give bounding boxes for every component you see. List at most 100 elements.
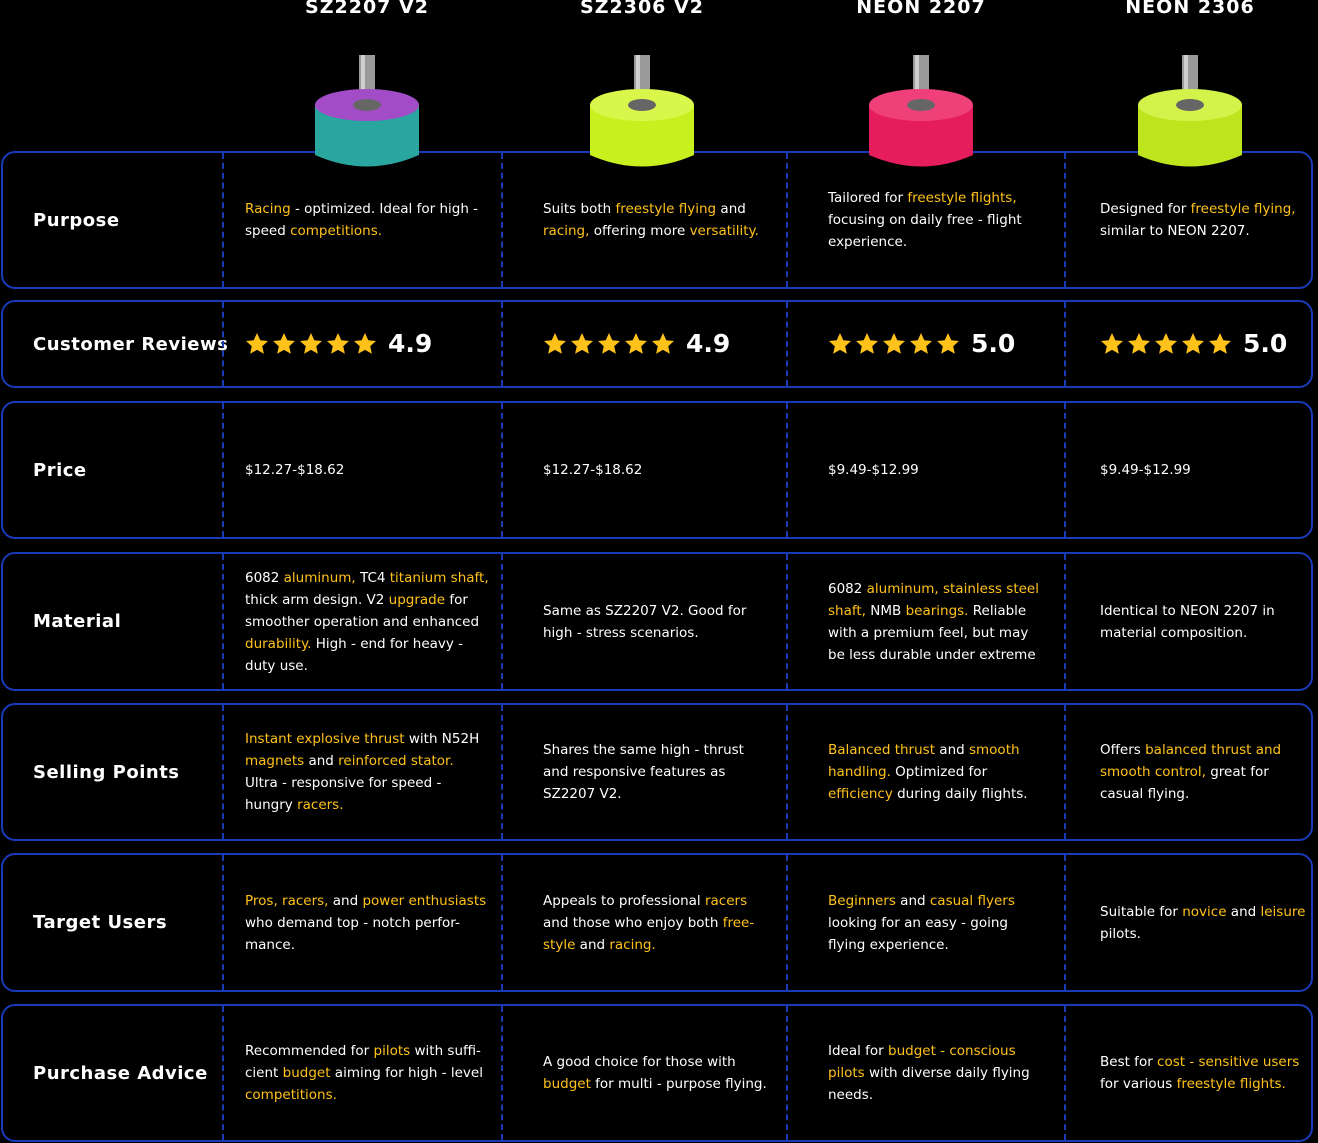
highlight-text: titanium shaft,: [389, 569, 489, 586]
rating-value: 5.0: [971, 329, 1016, 358]
highlight-text: smooth handling.: [828, 742, 1024, 780]
table-cell: 5.0: [828, 302, 1043, 386]
highlight-text: aluminum,: [283, 569, 356, 586]
table-cell: Recommended for pilots with suffi-cient …: [245, 1006, 490, 1140]
highlight-text: free-style: [543, 914, 755, 953]
text: for various: [1100, 1054, 1304, 1092]
row-label: Selling Points: [33, 761, 180, 783]
text: with N52H: [404, 731, 484, 747]
highlight-text: budget: [282, 1065, 331, 1081]
cell-text: Identical to NEON 2207 in material compo…: [1100, 600, 1310, 644]
text: focusing on daily free - flight experien…: [828, 190, 1026, 250]
highlight-text: Pros, racers,: [245, 892, 329, 909]
table-row: Purchase Advice Recommended for pilots wi…: [1, 1004, 1313, 1142]
highlight-text: leisure: [1260, 903, 1306, 920]
text: and: [935, 742, 969, 758]
rating-value: 5.0: [1243, 329, 1288, 358]
table-row: Customer Reviews 4.9 4.9 5.0 5.0: [1, 300, 1313, 388]
table-cell: Balanced thrust and smooth handling. Opt…: [828, 705, 1043, 839]
highlight-text: aluminum, stainless steel shaft,: [828, 580, 1044, 619]
text: looking for an easy - going flying exper…: [828, 892, 1020, 953]
text: Recommended for: [245, 1043, 374, 1059]
divider: [786, 705, 788, 839]
highlight-text: pilots: [373, 1043, 411, 1059]
highlight-text: Instant explosive thrust: [245, 731, 405, 747]
text: Ideal for: [828, 1043, 889, 1059]
stars: [543, 332, 678, 356]
row-label: Price: [33, 459, 87, 481]
text: Reliable with a premium feel, but may be…: [828, 602, 1036, 663]
column-title: SZ2207 V2: [305, 0, 429, 18]
divider: [501, 302, 503, 386]
cell-text: Balanced thrust and smooth handling. Opt…: [828, 739, 1043, 805]
table-cell: Best for cost - sensitive users for vari…: [1100, 1006, 1310, 1140]
divider: [501, 554, 503, 689]
cell-text: $12.27-$18.62: [245, 459, 490, 481]
cell-text: Appeals to professional racers and those…: [543, 890, 768, 956]
divider: [1064, 403, 1066, 537]
cell-text: Beginners and casual flyers looking for …: [828, 890, 1043, 956]
column-title: SZ2306 V2: [580, 0, 704, 18]
row-label: Purchase Advice: [33, 1062, 208, 1084]
text: Offers: [1100, 742, 1146, 758]
motor-image: [1138, 55, 1242, 167]
divider: [786, 302, 788, 386]
table-cell: Beginners and casual flyers looking for …: [828, 855, 1043, 990]
highlight-text: racing,: [543, 223, 590, 239]
table-cell: Racing - optimized. Ideal for high - spe…: [245, 153, 490, 287]
highlight-text: competitions.: [245, 1087, 337, 1103]
text: Best for: [1100, 1054, 1158, 1070]
cell-text: Same as SZ2207 V2. Good for high - stres…: [543, 600, 768, 644]
highlight-text: Balanced thrust: [828, 742, 935, 758]
stars: [828, 332, 963, 356]
divider: [786, 1006, 788, 1140]
table-cell: Designed for freestyle flying, similar t…: [1100, 153, 1310, 287]
highlight-text: novice: [1182, 903, 1227, 920]
text: for smoother operation and enhanced: [245, 591, 484, 630]
table-row: Selling Points Instant explosive thrust w…: [1, 703, 1313, 841]
table-row: Material 6082 aluminum, TC4 titanium shaf…: [1, 552, 1313, 691]
highlight-text: Racing: [245, 201, 291, 217]
divider: [1064, 1006, 1066, 1140]
text: Appeals to professional: [543, 892, 705, 909]
text: and those who enjoy both: [543, 892, 752, 931]
motor-image: [590, 55, 694, 167]
cell-text: Suitable for novice and leisure pilots.: [1100, 901, 1310, 945]
text: Tailored for: [828, 190, 908, 206]
text: similar to NEON 2207.: [1100, 201, 1300, 239]
rating: 4.9: [543, 331, 730, 356]
table-row: Target Users Pros, racers, and power enth…: [1, 853, 1313, 992]
table-cell: $12.27-$18.62: [245, 403, 490, 537]
highlight-text: versatility.: [689, 223, 759, 239]
table-row: Price $12.27-$18.62 $12.27-$18.62 $9.49-$12…: [1, 401, 1313, 539]
text: Optimized for: [890, 764, 992, 780]
cell-text: Suits both freestyle flying and racing, …: [543, 198, 768, 242]
text: Same as SZ2207 V2. Good for high - stres…: [543, 602, 751, 641]
table-cell: Tailored for freestyle flights, focusing…: [828, 153, 1043, 287]
text: for multi - purpose flying.: [590, 1076, 767, 1092]
divider: [222, 1006, 224, 1140]
text: $12.27-$18.62: [543, 462, 643, 478]
cell-text: Offers balanced thrust and smooth contro…: [1100, 739, 1310, 805]
cell-text: Tailored for freestyle flights, focusing…: [828, 187, 1043, 253]
text: pilots.: [1100, 903, 1310, 942]
row-label: Purpose: [33, 209, 120, 231]
text: 6082: [245, 569, 284, 586]
divider: [1064, 855, 1066, 990]
text: $12.27-$18.62: [245, 462, 345, 478]
table-cell: Ideal for budget - conscious pilots with…: [828, 1006, 1043, 1140]
cell-text: 6082 aluminum, stainless steel shaft, NM…: [828, 578, 1043, 666]
rating: 4.9: [245, 331, 432, 356]
table-cell: 6082 aluminum, stainless steel shaft, NM…: [828, 554, 1043, 689]
motor-image: [315, 55, 419, 167]
cell-text: Designed for freestyle flying, similar t…: [1100, 198, 1310, 242]
text: 6082: [828, 580, 867, 597]
text: aiming for high - level: [330, 1065, 488, 1081]
text: who demand top - notch perfor-mance.: [245, 892, 491, 953]
table-cell: 4.9: [245, 302, 490, 386]
table-cell: Instant explosive thrust with N52H magne…: [245, 705, 490, 839]
divider: [222, 403, 224, 537]
cell-text: Pros, racers, and power enthusiasts who …: [245, 890, 490, 956]
cell-text: Best for cost - sensitive users for vari…: [1100, 1051, 1310, 1095]
